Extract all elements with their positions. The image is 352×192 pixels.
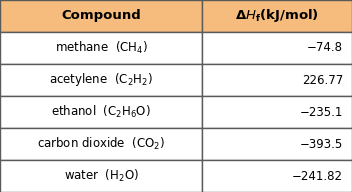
Text: ethanol  (C$_2$H$_6$O): ethanol (C$_2$H$_6$O) [51, 104, 151, 120]
Bar [0, 64, 202, 96]
Text: −393.5: −393.5 [300, 137, 343, 151]
Bar [0, 160, 202, 192]
Bar [202, 96, 352, 128]
Text: −241.82: −241.82 [292, 170, 343, 183]
Text: acetylene  (C$_2$H$_2$): acetylene (C$_2$H$_2$) [49, 71, 153, 89]
Bar [202, 64, 352, 96]
Bar [202, 128, 352, 160]
Text: methane  (CH$_4$): methane (CH$_4$) [55, 40, 148, 56]
Text: −74.8: −74.8 [307, 41, 343, 55]
Bar [202, 32, 352, 64]
Text: water  (H$_2$O): water (H$_2$O) [64, 168, 139, 184]
Text: Compound: Compound [61, 9, 141, 22]
Bar [202, 0, 352, 32]
Text: carbon dioxide  (CO$_2$): carbon dioxide (CO$_2$) [37, 136, 165, 152]
Bar [0, 0, 202, 32]
Text: $\mathbf{\Delta \mathit{H}_f}$$\mathbf{(kJ/mol)}$: $\mathbf{\Delta \mathit{H}_f}$$\mathbf{(… [235, 7, 319, 25]
Bar [0, 128, 202, 160]
Text: 226.77: 226.77 [302, 74, 343, 87]
Bar [202, 160, 352, 192]
Bar [0, 96, 202, 128]
Bar [0, 32, 202, 64]
Text: −235.1: −235.1 [300, 105, 343, 118]
